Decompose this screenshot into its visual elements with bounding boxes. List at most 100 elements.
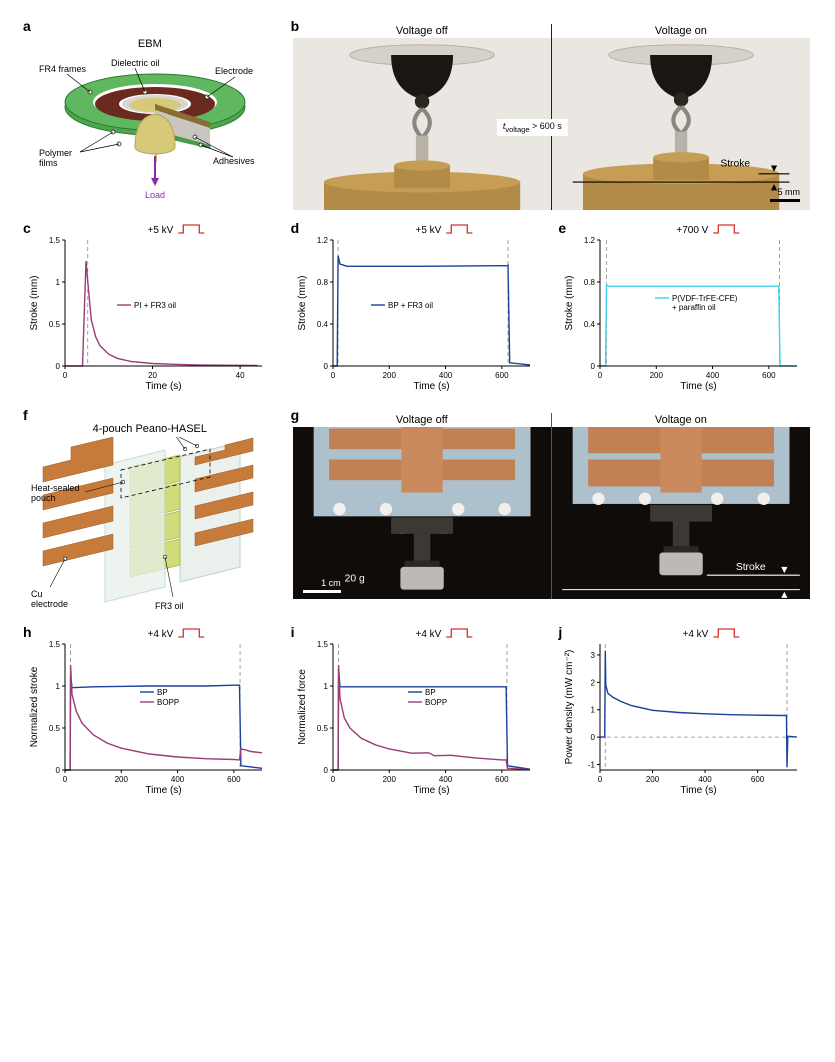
svg-text:0: 0 <box>591 733 596 742</box>
svg-text:0: 0 <box>591 362 596 371</box>
svg-text:Cu: Cu <box>31 589 43 599</box>
caption-b-left: Voltage off <box>293 24 551 38</box>
svg-text:+ paraffin oil: + paraffin oil <box>672 303 716 312</box>
svg-text:200: 200 <box>646 775 660 784</box>
chart-svg: +5 kV00.40.81.20200400600Time (s)Stroke … <box>293 222 538 392</box>
panel-g: g Voltage off <box>293 409 810 614</box>
chart-svg: +4 kV00.511.50200400600Time (s)Normalize… <box>293 626 538 796</box>
svg-text:pouch: pouch <box>31 493 56 503</box>
svg-text:200: 200 <box>382 775 396 784</box>
panel-c: c +5 kV00.511.502040Time (s)Stroke (mm)P… <box>25 222 275 397</box>
svg-text:BP: BP <box>425 688 436 697</box>
svg-text:+700 V: +700 V <box>677 225 709 236</box>
chart-svg: +700 V00.40.81.20200400600Time (s)Stroke… <box>560 222 805 392</box>
svg-text:Time (s): Time (s) <box>681 381 717 392</box>
chart-svg: +4 kV-101230200400600Time (s)Power densi… <box>560 626 805 796</box>
anno-load: Load <box>145 190 165 200</box>
panel-label-i: i <box>291 624 295 640</box>
svg-text:0: 0 <box>56 766 61 775</box>
schematic-f-svg: Polymer films Heat-sealed pouch Cu elect… <box>25 437 265 617</box>
svg-text:Stroke (mm): Stroke (mm) <box>29 276 40 331</box>
svg-text:0.8: 0.8 <box>317 278 329 287</box>
svg-text:0: 0 <box>63 775 68 784</box>
svg-text:400: 400 <box>171 775 185 784</box>
svg-text:-1: -1 <box>588 761 596 770</box>
svg-text:0.5: 0.5 <box>49 724 61 733</box>
svg-text:600: 600 <box>227 775 241 784</box>
svg-text:0: 0 <box>330 371 335 380</box>
svg-text:Stroke: Stroke <box>736 562 766 573</box>
svg-text:Normalized force: Normalized force <box>297 669 308 745</box>
anno-fr4: FR4 frames <box>39 64 87 74</box>
svg-text:20: 20 <box>148 371 157 380</box>
panel-b: b Voltage off Voltage on <box>293 20 810 210</box>
panel-e: e +700 V00.40.81.20200400600Time (s)Stro… <box>560 222 810 397</box>
svg-text:Normalized stroke: Normalized stroke <box>29 666 40 747</box>
panel-a-title: EBM <box>25 38 275 50</box>
svg-text:600: 600 <box>763 371 777 380</box>
anno-dielectric: Dielectric oil <box>111 58 160 68</box>
panel-label-j: j <box>558 624 562 640</box>
svg-text:BP + FR3 oil: BP + FR3 oil <box>388 301 433 310</box>
svg-text:0.4: 0.4 <box>584 320 596 329</box>
chart-svg: +5 kV00.511.502040Time (s)Stroke (mm)PI … <box>25 222 270 392</box>
svg-text:600: 600 <box>751 775 765 784</box>
anno-electrode: Electrode <box>215 66 253 76</box>
svg-text:+5 kV: +5 kV <box>147 225 173 236</box>
svg-text:BOPP: BOPP <box>157 698 179 707</box>
svg-text:40: 40 <box>236 371 245 380</box>
caption-g-left: Voltage off <box>293 413 551 427</box>
svg-text:400: 400 <box>439 775 453 784</box>
panel-label-a: a <box>23 18 31 34</box>
scalebar-g: 1 cm <box>303 578 341 593</box>
panel-f-title: 4-pouch Peano-HASEL <box>25 423 275 435</box>
svg-text:Time (s): Time (s) <box>145 381 181 392</box>
panel-f: f 4-pouch Peano-HASEL <box>25 409 275 614</box>
panel-a: a EBM <box>25 20 275 210</box>
svg-text:1: 1 <box>323 682 328 691</box>
svg-text:PI + FR3 oil: PI + FR3 oil <box>134 301 176 310</box>
schematic-a-svg: FR4 frames Dielectric oil Electrode Poly… <box>35 52 265 212</box>
svg-text:0: 0 <box>323 362 328 371</box>
photo-g-left-svg: 20 g <box>293 413 551 599</box>
svg-text:600: 600 <box>495 775 509 784</box>
photo-pair-g: Voltage off <box>293 409 810 599</box>
panel-label-f: f <box>23 407 28 423</box>
photo-g-left: Voltage off <box>293 413 552 599</box>
scalebar-b: 5 mm <box>770 187 800 202</box>
svg-text:Power density (mW cm⁻²): Power density (mW cm⁻²) <box>564 650 575 765</box>
svg-text:400: 400 <box>699 775 713 784</box>
svg-text:Heat-sealed: Heat-sealed <box>31 483 80 493</box>
photo-b-left: Voltage off <box>293 24 552 210</box>
panel-d: d +5 kV00.40.81.20200400600Time (s)Strok… <box>293 222 543 397</box>
panel-i: i +4 kV00.511.50200400600Time (s)Normali… <box>293 626 543 801</box>
svg-text:1.2: 1.2 <box>317 236 329 245</box>
svg-text:400: 400 <box>706 371 720 380</box>
photo-b-right: Voltage on <box>552 24 810 210</box>
svg-text:400: 400 <box>439 371 453 380</box>
anno-polymer2: films <box>39 158 58 168</box>
svg-text:+4 kV: +4 kV <box>683 629 709 640</box>
panel-label-b: b <box>291 18 300 34</box>
svg-text:Time (s): Time (s) <box>413 785 449 796</box>
svg-text:Stroke: Stroke <box>720 159 750 170</box>
svg-text:20 g: 20 g <box>344 573 364 584</box>
svg-text:1.5: 1.5 <box>49 640 61 649</box>
svg-text:+4 kV: +4 kV <box>415 629 441 640</box>
svg-text:0.4: 0.4 <box>317 320 329 329</box>
chart-svg: +4 kV00.511.50200400600Time (s)Normalize… <box>25 626 270 796</box>
svg-text:0: 0 <box>323 766 328 775</box>
svg-text:0: 0 <box>330 775 335 784</box>
svg-text:1.2: 1.2 <box>584 236 596 245</box>
caption-b-right: Voltage on <box>552 24 810 38</box>
photo-g-right: Voltage on <box>552 413 810 599</box>
anno-adh: Adhesives <box>213 156 255 166</box>
svg-text:0: 0 <box>598 775 603 784</box>
svg-text:+4 kV: +4 kV <box>147 629 173 640</box>
svg-text:1.5: 1.5 <box>49 236 61 245</box>
svg-text:0.5: 0.5 <box>49 320 61 329</box>
panel-j: j +4 kV-101230200400600Time (s)Power den… <box>560 626 810 801</box>
photo-g-right-svg: Stroke <box>552 413 810 599</box>
svg-text:0: 0 <box>598 371 603 380</box>
svg-text:FR3 oil: FR3 oil <box>155 601 184 611</box>
